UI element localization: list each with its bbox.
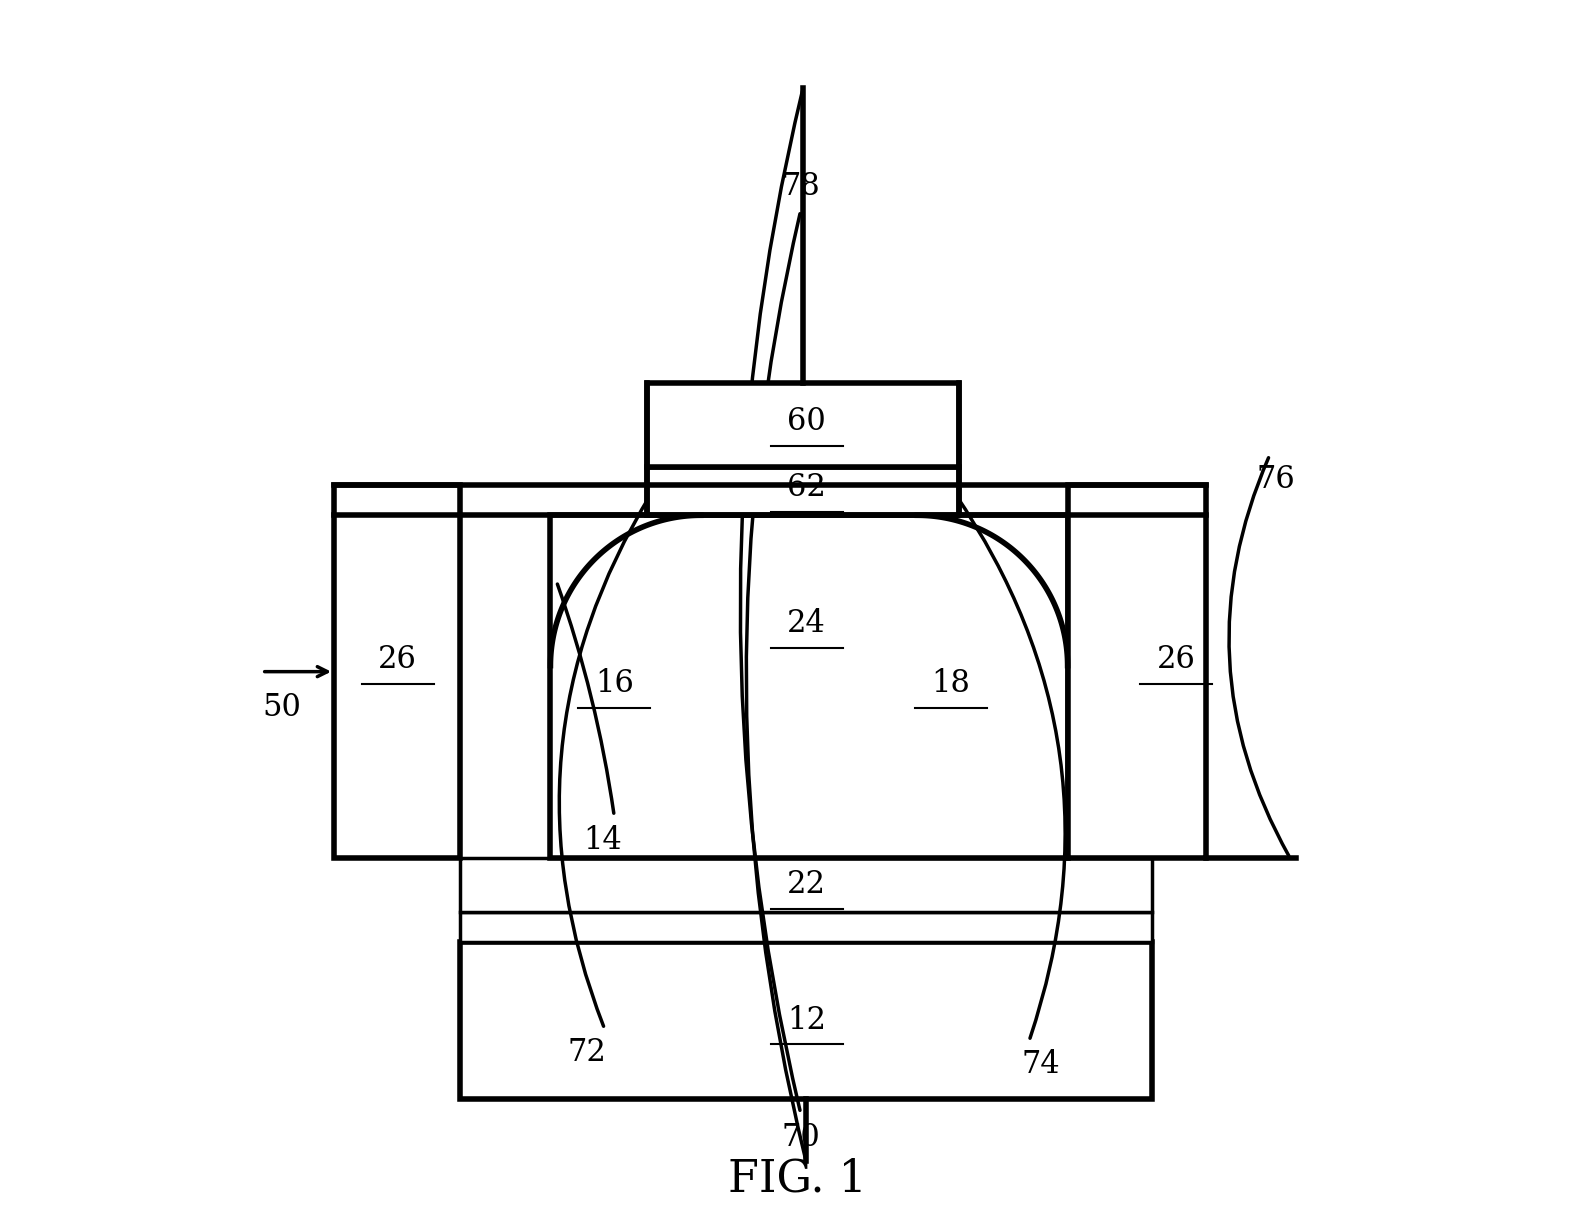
Text: 60: 60 — [787, 406, 826, 437]
Text: 72: 72 — [567, 1038, 606, 1068]
Bar — [335, 486, 461, 859]
Bar — [647, 467, 960, 516]
Text: 50: 50 — [263, 693, 301, 723]
Text: 74: 74 — [1022, 1050, 1060, 1080]
Bar — [647, 383, 960, 467]
Text: 16: 16 — [595, 668, 634, 699]
Text: FIG. 1: FIG. 1 — [727, 1158, 867, 1201]
Text: 12: 12 — [787, 1005, 826, 1035]
Bar — [1068, 486, 1207, 859]
Text: 26: 26 — [1156, 644, 1196, 675]
Text: 14: 14 — [583, 825, 622, 855]
Text: 70: 70 — [781, 1121, 819, 1153]
Text: 18: 18 — [931, 668, 971, 699]
Bar — [461, 859, 1152, 912]
Text: 76: 76 — [1256, 464, 1294, 495]
Text: 24: 24 — [787, 608, 826, 639]
Bar — [461, 912, 1152, 942]
Text: 62: 62 — [787, 472, 826, 503]
Bar — [550, 516, 1068, 859]
Text: 22: 22 — [787, 869, 826, 900]
Text: 78: 78 — [781, 172, 819, 202]
Text: 26: 26 — [378, 644, 418, 675]
Bar — [461, 942, 1152, 1098]
